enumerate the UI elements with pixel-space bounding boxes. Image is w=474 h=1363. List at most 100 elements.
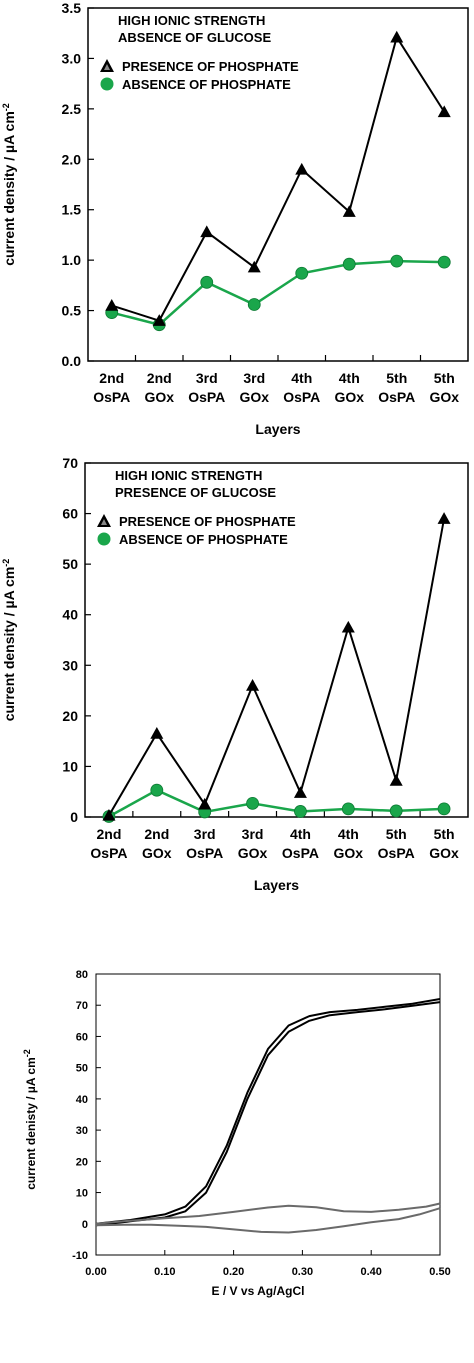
y-tick-label: 40: [62, 607, 78, 623]
y-tick-label: 50: [76, 1063, 88, 1075]
data-point: [295, 266, 309, 280]
data-point: [200, 275, 214, 289]
x-tick-label: 5th: [434, 826, 455, 842]
x-tick-label: 4th: [290, 826, 311, 842]
x-tick-label: OsPA: [186, 845, 223, 861]
y-tick-label: 2.5: [62, 101, 82, 117]
y-axis-label: current denisty / µA cm-2: [22, 1049, 38, 1190]
data-point: [294, 805, 307, 818]
data-point: [105, 299, 119, 311]
y-axis-label: current density / µA cm-2: [1, 103, 17, 266]
data-point: [293, 786, 307, 798]
x-tick-label: GOx: [238, 845, 268, 861]
x-tick-label: 3rd: [196, 370, 218, 386]
legend-triangle-icon: [100, 59, 114, 72]
y-tick-label: 10: [62, 758, 78, 774]
x-tick-label: OsPA: [283, 389, 320, 405]
x-tick-label: 4th: [291, 370, 312, 386]
x-tick-label: 4th: [338, 826, 359, 842]
x-tick-label: 2nd: [147, 370, 172, 386]
x-tick-label: OsPA: [378, 389, 415, 405]
x-tick-label: 0.40: [360, 1266, 381, 1278]
x-axis-label: Layers: [255, 421, 300, 437]
x-axis-label: Layers: [254, 877, 299, 893]
data-point: [200, 225, 214, 238]
data-point: [246, 679, 260, 691]
y-tick-label: 60: [62, 506, 78, 522]
x-tick-label: 3rd: [194, 826, 216, 842]
voltammogram-trace: [95, 998, 441, 1225]
x-tick-label: OsPA: [188, 389, 225, 405]
x-tick-label: GOx: [429, 845, 459, 861]
y-tick-label: 0.0: [62, 353, 82, 369]
data-point: [389, 804, 403, 818]
x-tick-label: 2nd: [96, 826, 121, 842]
x-tick-label: 3rd: [243, 370, 265, 386]
annotation: HIGH IONIC STRENGTH: [115, 468, 262, 483]
legend-triangle-icon: [97, 514, 111, 527]
x-tick-label: 2nd: [144, 826, 169, 842]
x-tick-label: OsPA: [282, 845, 319, 861]
y-tick-label: 20: [62, 708, 78, 724]
y-tick-label: 20: [76, 1156, 88, 1168]
data-point: [342, 205, 356, 217]
x-tick-label: GOx: [334, 845, 364, 861]
data-point: [150, 783, 164, 797]
x-tick-label: OsPA: [378, 845, 415, 861]
x-tick-label: GOx: [239, 389, 269, 405]
x-tick-label: 5th: [386, 826, 407, 842]
x-tick-label: GOx: [142, 845, 172, 861]
y-tick-label: 2.0: [62, 151, 82, 167]
data-point: [437, 512, 451, 524]
data-point: [437, 105, 451, 118]
annotation: PRESENCE OF GLUCOSE: [115, 485, 276, 500]
series-line: [108, 518, 446, 816]
y-tick-label: 70: [62, 455, 78, 471]
x-tick-label: 0.50: [429, 1266, 450, 1278]
y-tick-label: 30: [76, 1125, 88, 1137]
data-point: [389, 774, 403, 786]
y-tick-label: 1.0: [62, 252, 82, 268]
annotation: ABSENCE OF GLUCOSE: [118, 30, 271, 45]
x-tick-label: 5th: [386, 370, 407, 386]
y-tick-label: 30: [62, 657, 78, 673]
y-tick-label: 0.5: [62, 303, 82, 319]
legend-circle-icon: [97, 532, 111, 546]
y-axis-label: current density / µA cm-2: [1, 559, 17, 722]
x-tick-label: 5th: [434, 370, 455, 386]
y-tick-label: 50: [62, 556, 78, 572]
legend-label: ABSENCE OF PHOSPHATE: [122, 77, 291, 92]
data-point: [341, 620, 355, 633]
data-point: [150, 727, 164, 739]
data-point: [390, 30, 404, 43]
data-point: [247, 298, 261, 311]
data-point: [437, 802, 451, 816]
data-point: [198, 797, 212, 810]
x-tick-label: 0.10: [154, 1266, 175, 1278]
y-tick-label: -10: [72, 1250, 88, 1262]
series-line: [108, 788, 445, 818]
x-axis-label: E / V vs Ag/AgCl: [212, 1284, 305, 1298]
y-tick-label: 10: [76, 1188, 88, 1200]
y-tick-label: 3.0: [62, 50, 82, 66]
data-point: [341, 802, 355, 816]
voltammogram-trace: [95, 1001, 441, 1227]
legend-circle-icon: [100, 77, 114, 91]
x-tick-label: 4th: [339, 370, 360, 386]
x-tick-label: OsPA: [93, 389, 130, 405]
legend-label: PRESENCE OF PHOSPHATE: [122, 59, 299, 74]
x-tick-label: GOx: [429, 389, 459, 405]
y-tick-label: 80: [76, 969, 88, 981]
y-tick-label: 0: [82, 1219, 88, 1231]
x-tick-label: 0.00: [85, 1266, 106, 1278]
x-tick-label: OsPA: [90, 845, 127, 861]
data-point: [152, 314, 166, 326]
series-line: [111, 259, 445, 327]
y-tick-label: 1.5: [62, 202, 82, 218]
legend-label: PRESENCE OF PHOSPHATE: [119, 514, 296, 529]
data-point: [247, 260, 261, 273]
x-tick-label: 3rd: [242, 826, 264, 842]
x-tick-label: 0.20: [223, 1266, 244, 1278]
data-point: [102, 808, 116, 821]
